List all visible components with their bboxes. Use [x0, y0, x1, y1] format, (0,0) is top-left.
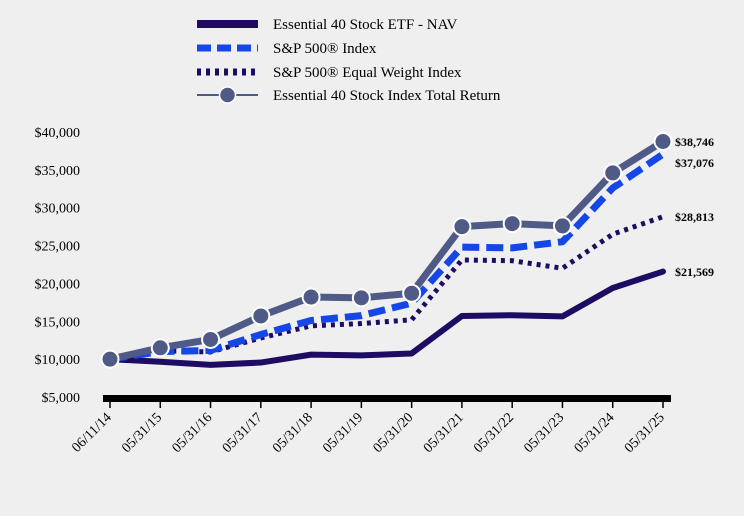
series-line — [109, 214, 664, 362]
x-axis-line — [103, 395, 671, 402]
y-tick-label: $5,000 — [42, 391, 81, 406]
series-line — [106, 137, 667, 363]
end-value-label: $38,746 — [675, 135, 714, 149]
legend: Essential 40 Stock ETF - NAV S&P 500® Ind… — [197, 17, 501, 104]
x-tick-label: 05/31/24 — [572, 410, 618, 456]
series-line — [109, 151, 665, 363]
x-tick-label: 05/31/18 — [270, 410, 316, 456]
data-point — [150, 338, 170, 358]
legend-label: Essential 40 Stock Index Total Return — [273, 88, 501, 104]
data-point — [100, 349, 120, 369]
y-tick-label: $30,000 — [35, 202, 81, 217]
data-point — [301, 287, 321, 307]
y-tick-label: $15,000 — [35, 315, 81, 330]
x-tick-label: 05/31/16 — [170, 410, 216, 456]
x-tick-label: 05/31/21 — [421, 410, 467, 456]
legend-label: S&P 500® Index — [273, 41, 377, 57]
x-tick-label: 05/31/15 — [119, 410, 165, 456]
data-point — [603, 163, 623, 183]
x-tick-label: 05/31/20 — [371, 410, 417, 456]
end-value-label: $21,569 — [675, 265, 714, 279]
x-tick-label: 05/31/19 — [320, 410, 366, 456]
x-tick-label: 06/11/14 — [69, 410, 114, 455]
x-tick-label: 05/31/23 — [521, 410, 567, 456]
legend-marker — [218, 86, 237, 104]
data-point — [251, 306, 271, 326]
y-tick-label: $20,000 — [35, 277, 81, 292]
x-axis: 06/11/14 05/31/15 05/31/16 05/31/17 05/31/18… — [69, 395, 671, 456]
series-line — [107, 268, 666, 368]
data-point — [653, 131, 673, 151]
y-tick-label: $35,000 — [35, 164, 81, 179]
legend-item: S&P 500® Index — [197, 41, 377, 57]
data-point — [402, 283, 422, 303]
end-value-label: $28,813 — [675, 210, 714, 224]
y-tick-label: $40,000 — [35, 126, 81, 141]
y-tick-label: $25,000 — [35, 240, 81, 255]
legend-item: Essential 40 Stock Index Total Return — [197, 86, 501, 104]
end-labels: $21,569 $37,076 $28,813 $38,746 — [675, 135, 714, 279]
x-tick-label: 05/31/22 — [471, 410, 517, 456]
legend-label: S&P 500® Equal Weight Index — [273, 65, 462, 81]
y-axis: $5,000 $10,000 $15,000 $20,000 $25,000 $30,00… — [35, 126, 81, 406]
legend-item: Essential 40 Stock ETF - NAV — [197, 17, 457, 33]
legend-label: Essential 40 Stock ETF - NAV — [273, 17, 457, 33]
data-point — [201, 329, 221, 349]
data-point — [502, 214, 522, 234]
data-point — [552, 216, 572, 236]
data-point — [452, 217, 472, 237]
legend-item: S&P 500® Equal Weight Index — [197, 65, 462, 81]
x-tick-label: 05/31/25 — [622, 410, 668, 456]
x-tick-label: 05/31/17 — [220, 410, 266, 456]
data-point — [351, 288, 371, 308]
y-tick-label: $10,000 — [35, 353, 81, 368]
end-value-label: $37,076 — [675, 156, 714, 170]
series-group — [100, 131, 673, 369]
